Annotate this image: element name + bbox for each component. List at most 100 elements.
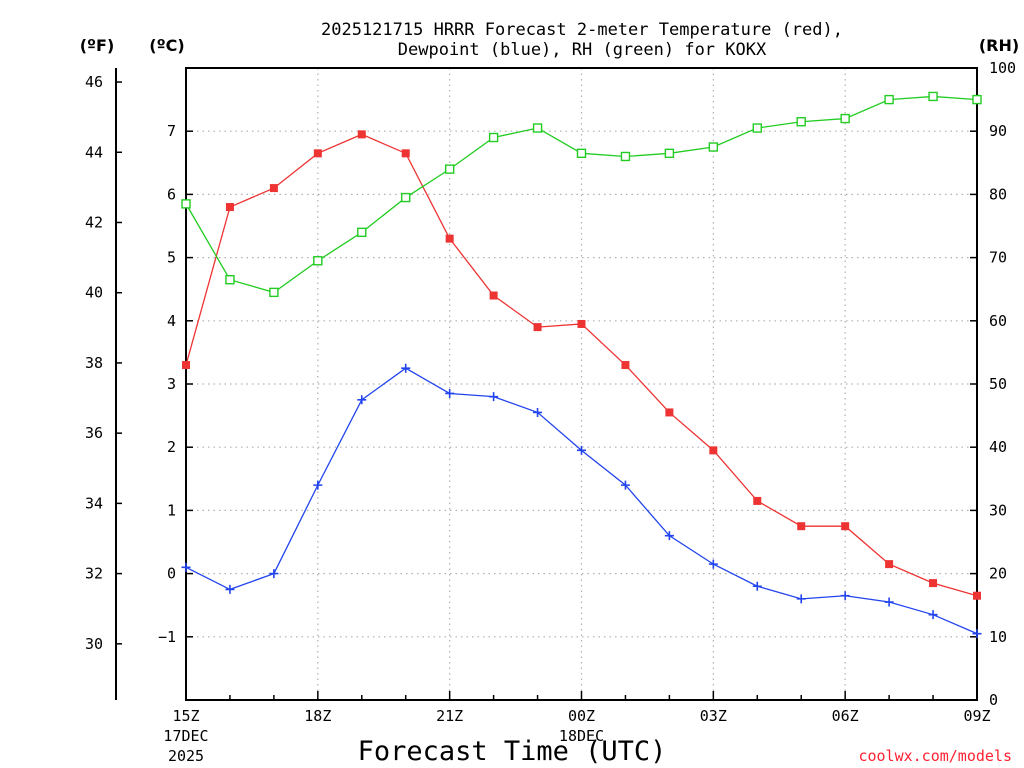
dewpoint-point bbox=[752, 581, 762, 591]
rh-point bbox=[884, 94, 894, 105]
rh-tick-label: 20 bbox=[989, 565, 1007, 583]
rh-tick-label: 90 bbox=[989, 122, 1007, 140]
temperature-point bbox=[665, 408, 674, 417]
celsius-tick-label: −1 bbox=[158, 628, 176, 646]
rh-point bbox=[357, 227, 367, 238]
fahrenheit-tick-label: 44 bbox=[85, 143, 103, 161]
temperature-point bbox=[797, 522, 806, 531]
temperature-point bbox=[753, 496, 762, 505]
rh-point bbox=[972, 94, 982, 105]
dewpoint-point bbox=[357, 395, 367, 405]
dewpoint-point bbox=[577, 445, 586, 455]
rh-tick-label: 10 bbox=[989, 628, 1007, 646]
series bbox=[181, 91, 982, 639]
dewpoint-point bbox=[489, 392, 499, 402]
fahrenheit-tick-label: 38 bbox=[85, 354, 103, 372]
rh-point bbox=[708, 142, 719, 152]
temperature-point bbox=[621, 361, 630, 370]
rh-point bbox=[620, 151, 631, 162]
rh-point bbox=[840, 113, 850, 124]
rh-point bbox=[532, 123, 543, 133]
x-tick-year-label: 2025 bbox=[168, 747, 204, 765]
celsius-tick-label: 0 bbox=[167, 565, 176, 583]
rh-tick-label: 60 bbox=[989, 312, 1007, 330]
celsius-unit-label: (ºC) bbox=[149, 36, 184, 55]
temperature-point bbox=[533, 323, 542, 332]
celsius-tick-label: 3 bbox=[167, 375, 176, 393]
x-tick-label: 00Z bbox=[568, 707, 595, 725]
celsius-tick-label: 5 bbox=[167, 249, 176, 267]
rh-point bbox=[928, 91, 938, 102]
fahrenheit-tick-label: 30 bbox=[85, 635, 103, 653]
temperature-point bbox=[182, 361, 190, 370]
x-tick-label: 18Z bbox=[304, 707, 331, 725]
chart-title-line1: 2025121715 HRRR Forecast 2-meter Tempera… bbox=[321, 20, 843, 40]
temperature-point bbox=[489, 291, 498, 300]
x-tick-date-label: 18DEC bbox=[559, 727, 604, 745]
fahrenheit-unit-label: (ºF) bbox=[80, 36, 115, 55]
rh-point bbox=[752, 123, 762, 133]
x-tick-label: 03Z bbox=[700, 707, 727, 725]
rh-point bbox=[664, 148, 675, 159]
chart-title-line2: Dewpoint (blue), RH (green) for KOKX bbox=[398, 40, 767, 60]
x-tick-label: 15Z bbox=[172, 707, 199, 725]
rh-point bbox=[796, 117, 806, 127]
rh-tick-label: 40 bbox=[989, 438, 1007, 456]
x-tick-label: 21Z bbox=[436, 707, 463, 725]
temperature-point bbox=[885, 560, 894, 569]
x-axis-label: Forecast Time (UTC) bbox=[358, 736, 667, 767]
celsius-tick-label: 2 bbox=[167, 438, 176, 456]
rh-point bbox=[269, 287, 279, 298]
dewpoint-point bbox=[269, 569, 279, 579]
rh-tick-label: 50 bbox=[989, 375, 1007, 393]
fahrenheit-tick-label: 40 bbox=[85, 284, 103, 302]
temperature-point bbox=[401, 149, 410, 158]
dewpoint-point bbox=[313, 480, 323, 490]
dewpoint-point bbox=[401, 363, 411, 373]
dewpoint-point bbox=[884, 597, 894, 607]
temperature-point bbox=[313, 149, 322, 158]
fahrenheit-tick-label: 32 bbox=[85, 565, 103, 583]
fahrenheit-tick-label: 42 bbox=[85, 213, 103, 231]
x-tick-date-label: 17DEC bbox=[163, 727, 208, 745]
rh-point bbox=[225, 275, 235, 285]
temperature-point bbox=[841, 522, 850, 531]
credit-text: coolwx.com/models bbox=[858, 747, 1012, 765]
dewpoint-point bbox=[796, 594, 806, 604]
rh-point bbox=[488, 132, 499, 143]
temperature-point bbox=[445, 234, 454, 243]
rh-tick-label: 30 bbox=[989, 501, 1007, 519]
temperature-point bbox=[973, 591, 981, 600]
fahrenheit-tick-label: 46 bbox=[85, 73, 103, 91]
dewpoint-point bbox=[928, 610, 938, 620]
rh-tick-label: 70 bbox=[989, 249, 1007, 267]
dewpoint-point bbox=[225, 584, 235, 594]
rh-tick-label: 0 bbox=[989, 691, 998, 709]
rh-point bbox=[181, 199, 191, 209]
dewpoint-line bbox=[185, 367, 978, 635]
temperature-point bbox=[929, 579, 938, 588]
temperature-point bbox=[269, 184, 278, 193]
temperature-point bbox=[577, 319, 586, 328]
dewpoint-point bbox=[181, 562, 191, 572]
fahrenheit-tick-label: 36 bbox=[85, 424, 103, 442]
celsius-tick-label: 1 bbox=[167, 501, 176, 519]
fahrenheit-tick-label: 34 bbox=[85, 494, 103, 512]
rh-unit-label: (RH) bbox=[979, 36, 1019, 55]
dewpoint-point bbox=[840, 591, 850, 601]
dewpoint-point bbox=[533, 407, 543, 417]
grid bbox=[186, 68, 977, 700]
dewpoint-point bbox=[620, 480, 630, 490]
celsius-tick-label: 7 bbox=[167, 122, 176, 140]
rh-tick-label: 80 bbox=[989, 185, 1007, 203]
rh-point bbox=[576, 148, 587, 159]
dewpoint-point bbox=[445, 388, 455, 398]
celsius-tick-label: 6 bbox=[167, 185, 176, 203]
dewpoint-point bbox=[972, 629, 982, 639]
rh-point bbox=[401, 192, 411, 203]
temperature-point bbox=[225, 203, 234, 212]
rh-tick-label: 100 bbox=[989, 59, 1016, 77]
rh-point bbox=[444, 164, 455, 174]
rh-point bbox=[313, 256, 323, 266]
